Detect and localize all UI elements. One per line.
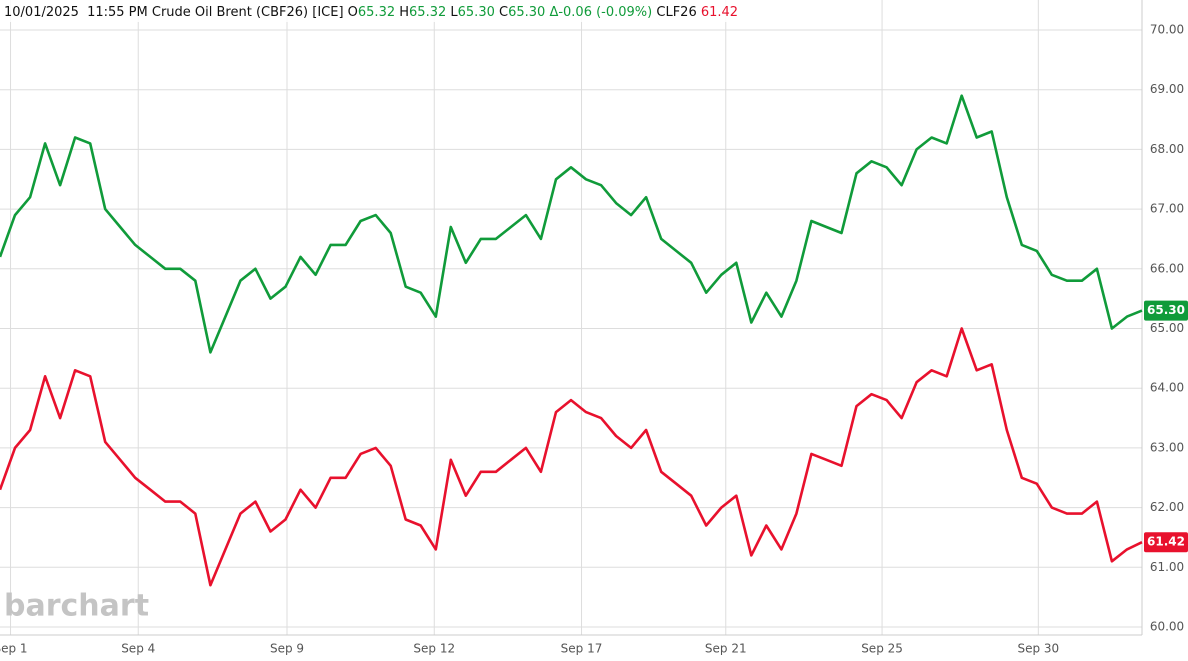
high-label: H [399, 5, 409, 20]
high: 65.32 [409, 5, 446, 20]
open-label: O [348, 5, 358, 20]
x-tick-label: Sep 1 [0, 642, 28, 656]
watermark: barchart [4, 589, 149, 624]
y-tick-label: 68.00 [1150, 142, 1184, 156]
y-tick-label: 66.00 [1150, 261, 1184, 275]
y-tick-label: 70.00 [1150, 23, 1184, 37]
last-value-label: 65.30 [1147, 303, 1185, 317]
time: 11:55 PM [87, 5, 148, 20]
y-tick-label: 65.00 [1150, 321, 1184, 335]
close-label: C [499, 5, 508, 20]
low: 65.30 [458, 5, 495, 20]
series-line [0, 327, 1143, 587]
x-tick-label: Sep 17 [561, 642, 603, 656]
x-tick-label: Sep 9 [270, 642, 304, 656]
y-tick-label: 63.00 [1150, 440, 1184, 454]
x-tick-label: Sep 4 [121, 642, 155, 656]
x-tick-label: Sep 12 [413, 642, 455, 656]
header-bg [0, 0, 775, 22]
x-tick-label: Sep 25 [861, 642, 903, 656]
series-line [0, 94, 1143, 354]
y-tick-label: 62.00 [1150, 500, 1184, 514]
last-value-box [1144, 300, 1188, 321]
y-tick-label: 69.00 [1150, 82, 1184, 96]
y-tick-label: 64.00 [1150, 381, 1184, 395]
compare-value: 61.42 [701, 5, 738, 20]
header: 10/01/2025 11:55 PM Crude Oil Brent (CBF… [4, 5, 738, 20]
low-label: L [450, 5, 458, 20]
last-value-label: 61.42 [1147, 535, 1185, 549]
y-tick-label: 61.00 [1150, 560, 1184, 574]
compare-symbol: CLF26 [656, 5, 696, 20]
open: 65.32 [358, 5, 395, 20]
change: Δ-0.06 (-0.09%) [549, 5, 652, 20]
symbol: Crude Oil Brent (CBF26) [ICE] [152, 5, 344, 20]
y-tick-label: 67.00 [1150, 202, 1184, 216]
x-tick-label: Sep 21 [705, 642, 747, 656]
x-tick-label: Sep 30 [1017, 642, 1059, 656]
grid-layer [0, 0, 1142, 635]
close: 65.30 [508, 5, 545, 20]
y-tick-label: 60.00 [1150, 620, 1184, 634]
last-value-box [1144, 532, 1188, 553]
date: 10/01/2025 [4, 5, 79, 20]
